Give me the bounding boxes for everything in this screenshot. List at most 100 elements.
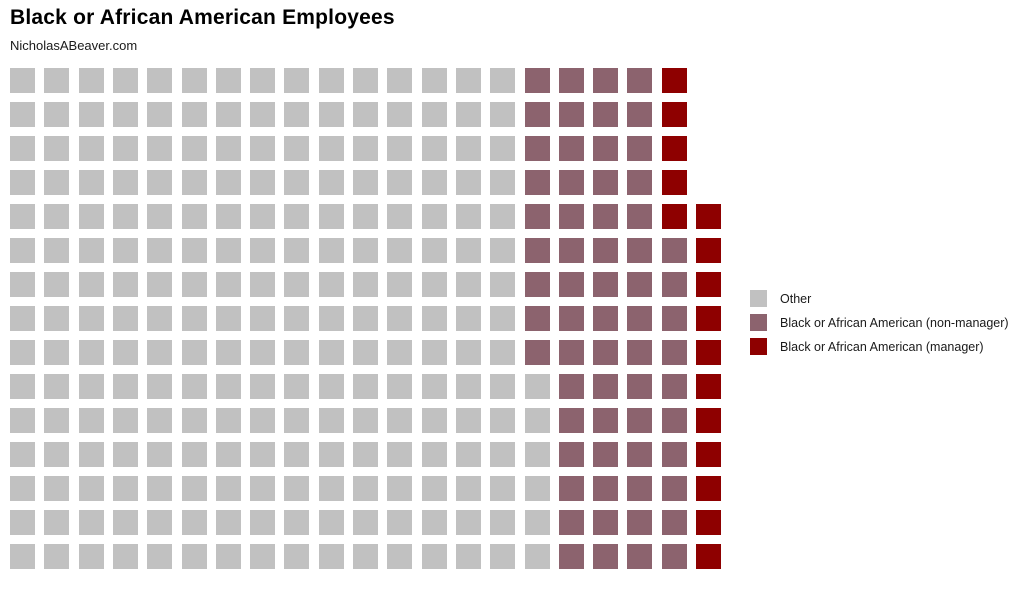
waffle-square bbox=[559, 306, 584, 331]
waffle-square bbox=[593, 68, 618, 93]
waffle-square bbox=[559, 544, 584, 569]
waffle-square bbox=[422, 272, 447, 297]
waffle-square bbox=[319, 408, 344, 433]
waffle-square bbox=[79, 510, 104, 535]
waffle-square bbox=[422, 510, 447, 535]
waffle-square bbox=[10, 136, 35, 161]
waffle-square bbox=[319, 306, 344, 331]
waffle-square bbox=[113, 340, 138, 365]
waffle-square bbox=[593, 544, 618, 569]
waffle-square bbox=[147, 136, 172, 161]
waffle-square bbox=[147, 68, 172, 93]
waffle-square bbox=[387, 442, 412, 467]
waffle-square bbox=[559, 442, 584, 467]
waffle-square bbox=[456, 374, 481, 399]
waffle-square bbox=[353, 510, 378, 535]
waffle-square bbox=[387, 170, 412, 195]
waffle-square bbox=[10, 68, 35, 93]
waffle-square bbox=[662, 340, 687, 365]
waffle-square bbox=[319, 136, 344, 161]
waffle-square bbox=[559, 170, 584, 195]
waffle-square bbox=[250, 476, 275, 501]
waffle-square bbox=[113, 102, 138, 127]
waffle-square bbox=[216, 510, 241, 535]
waffle-square bbox=[456, 408, 481, 433]
waffle-square bbox=[319, 442, 344, 467]
waffle-square bbox=[10, 238, 35, 263]
waffle-square bbox=[319, 238, 344, 263]
waffle-square bbox=[216, 306, 241, 331]
waffle-square bbox=[593, 204, 618, 229]
waffle-square bbox=[593, 306, 618, 331]
legend-label: Black or African American (non-manager) bbox=[780, 315, 1009, 330]
waffle-square bbox=[284, 102, 309, 127]
waffle-square bbox=[44, 238, 69, 263]
waffle-square bbox=[353, 544, 378, 569]
waffle-square bbox=[284, 136, 309, 161]
waffle-square bbox=[216, 374, 241, 399]
waffle-square bbox=[182, 476, 207, 501]
waffle-square bbox=[113, 306, 138, 331]
waffle-square bbox=[113, 170, 138, 195]
waffle-square bbox=[627, 136, 652, 161]
waffle-square bbox=[490, 102, 515, 127]
waffle-square bbox=[44, 170, 69, 195]
waffle-square bbox=[490, 476, 515, 501]
waffle-square bbox=[147, 204, 172, 229]
waffle-square bbox=[79, 408, 104, 433]
waffle-square bbox=[456, 306, 481, 331]
waffle-square bbox=[284, 544, 309, 569]
waffle-square bbox=[113, 544, 138, 569]
waffle-square bbox=[456, 136, 481, 161]
waffle-square bbox=[182, 102, 207, 127]
waffle-square bbox=[10, 204, 35, 229]
waffle-square bbox=[44, 68, 69, 93]
waffle-square bbox=[10, 272, 35, 297]
waffle-square bbox=[284, 204, 309, 229]
waffle-square bbox=[490, 374, 515, 399]
waffle-square bbox=[284, 170, 309, 195]
waffle-square bbox=[456, 238, 481, 263]
waffle-square bbox=[182, 68, 207, 93]
waffle-square bbox=[627, 170, 652, 195]
waffle-square bbox=[387, 272, 412, 297]
waffle-square bbox=[284, 476, 309, 501]
waffle-square bbox=[284, 272, 309, 297]
waffle-square bbox=[216, 442, 241, 467]
waffle-square bbox=[696, 374, 721, 399]
waffle-square bbox=[113, 272, 138, 297]
waffle-square bbox=[525, 204, 550, 229]
waffle-square bbox=[422, 476, 447, 501]
waffle-square bbox=[559, 136, 584, 161]
chart-legend: Other Black or African American (non-mana… bbox=[750, 290, 1009, 362]
waffle-square bbox=[353, 238, 378, 263]
waffle-square bbox=[490, 272, 515, 297]
waffle-square bbox=[353, 68, 378, 93]
waffle-square bbox=[284, 306, 309, 331]
waffle-square bbox=[319, 476, 344, 501]
waffle-square bbox=[662, 442, 687, 467]
waffle-square bbox=[662, 102, 687, 127]
waffle-square bbox=[79, 306, 104, 331]
waffle-square bbox=[44, 136, 69, 161]
waffle-square bbox=[490, 68, 515, 93]
waffle-square bbox=[79, 544, 104, 569]
waffle-square bbox=[319, 68, 344, 93]
waffle-square bbox=[525, 408, 550, 433]
waffle-square bbox=[182, 374, 207, 399]
legend-item: Black or African American (manager) bbox=[750, 338, 1009, 355]
waffle-square bbox=[113, 68, 138, 93]
waffle-square bbox=[147, 340, 172, 365]
legend-item: Other bbox=[750, 290, 1009, 307]
waffle-square bbox=[353, 170, 378, 195]
waffle-square bbox=[44, 544, 69, 569]
waffle-square bbox=[627, 510, 652, 535]
waffle-square bbox=[44, 340, 69, 365]
waffle-square bbox=[559, 374, 584, 399]
waffle-square bbox=[456, 272, 481, 297]
waffle-square bbox=[593, 136, 618, 161]
waffle-square bbox=[422, 238, 447, 263]
waffle-square bbox=[353, 136, 378, 161]
waffle-square bbox=[525, 306, 550, 331]
waffle-square bbox=[353, 102, 378, 127]
